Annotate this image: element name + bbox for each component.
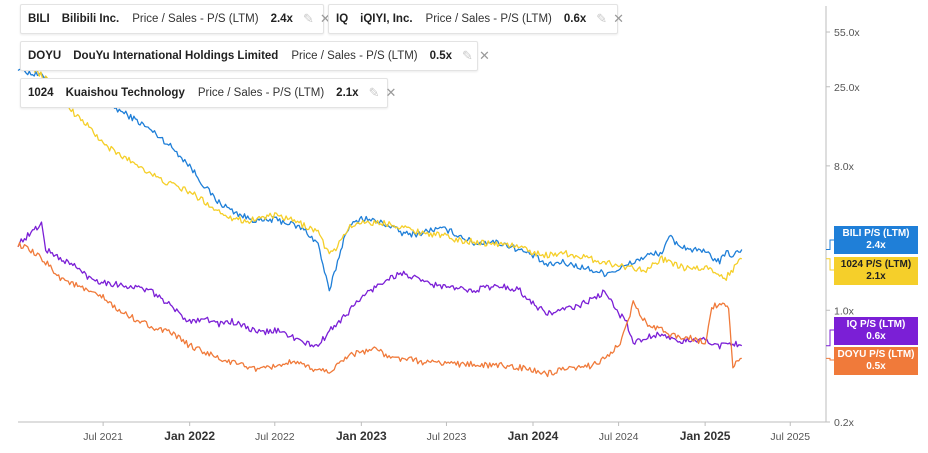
x-tick-label: Jul 2023 xyxy=(427,431,467,443)
y-tick-label: 25.0x xyxy=(834,82,860,94)
value-label-iq: IQ P/S (LTM) 0.6x xyxy=(834,317,918,345)
series-line-doyu xyxy=(17,241,742,378)
settings-icon[interactable]: ✎ xyxy=(368,85,380,100)
legend-chip-iq[interactable]: IQ iQIYI, Inc. Price / Sales - P/S (LTM)… xyxy=(328,4,624,34)
value-label-name: 1024 P/S (LTM) xyxy=(840,259,912,270)
legend-ticker: DOYU xyxy=(28,50,62,62)
x-tick-label: Jul 2021 xyxy=(83,431,123,443)
y-tick-label: 1.0x xyxy=(834,305,855,317)
y-tick-label: 8.0x xyxy=(834,161,855,173)
value-label-name: IQ P/S (LTM) xyxy=(846,319,906,330)
legend-metric: Price / Sales - P/S (LTM) xyxy=(425,13,552,25)
value-label-value: 2.1x xyxy=(866,271,886,282)
legend-value: 0.5x xyxy=(429,50,453,62)
legend-ticker: BILI xyxy=(28,13,50,25)
y-tick-label: 55.0x xyxy=(834,27,860,39)
legend-value: 2.1x xyxy=(336,87,359,99)
value-label-value: 0.6x xyxy=(866,331,886,342)
x-tick-label: Jul 2022 xyxy=(255,431,295,443)
series-line-k1024 xyxy=(33,68,742,281)
y-tick-label: 0.2x xyxy=(834,417,855,429)
legend-metric: Price / Sales - P/S (LTM) xyxy=(197,87,325,99)
legend-chip-1024[interactable]: 1024 Kuaishou Technology Price / Sales -… xyxy=(20,78,396,108)
close-icon[interactable]: ✕ xyxy=(319,11,331,26)
value-connector-iq xyxy=(826,329,834,347)
value-connector-bili xyxy=(826,239,834,250)
legend-company: Bilibili Inc. xyxy=(61,13,120,25)
legend-ticker: IQ xyxy=(336,13,349,25)
legend-value: 0.6x xyxy=(563,13,587,25)
settings-icon[interactable]: ✎ xyxy=(596,11,608,26)
legend-chip-doyu[interactable]: DOYU DouYu International Holdings Limite… xyxy=(20,41,490,71)
x-tick-label: Jul 2024 xyxy=(599,431,639,443)
legend-ticker: 1024 xyxy=(28,87,54,99)
x-tick-label: Jan 2024 xyxy=(508,429,559,443)
value-label-1024: 1024 P/S (LTM) 2.1x xyxy=(834,257,918,285)
settings-icon[interactable]: ✎ xyxy=(302,11,314,26)
value-connector-k1024 xyxy=(826,258,834,271)
close-icon[interactable]: ✕ xyxy=(478,48,490,63)
x-tick-label: Jul 2025 xyxy=(770,431,810,443)
x-tick-label: Jan 2025 xyxy=(680,429,731,443)
value-label-value: 0.5x xyxy=(866,361,886,372)
settings-icon[interactable]: ✎ xyxy=(462,48,473,63)
legend-chip-bili[interactable]: BILI Bilibili Inc. Price / Sales - P/S (… xyxy=(20,4,331,34)
value-label-name: DOYU P/S (LTM) xyxy=(837,349,915,360)
value-label-bili: BILI P/S (LTM) 2.4x xyxy=(834,226,918,254)
value-label-name: BILI P/S (LTM) xyxy=(842,228,910,239)
legend-metric: Price / Sales - P/S (LTM) xyxy=(291,50,418,62)
value-label-doyu: DOYU P/S (LTM) 0.5x xyxy=(834,347,918,375)
series-line-iq xyxy=(17,221,743,350)
value-connector-doyu xyxy=(826,357,834,361)
x-tick-label: Jan 2023 xyxy=(336,429,387,443)
legend-metric: Price / Sales - P/S (LTM) xyxy=(132,13,259,25)
close-icon[interactable]: ✕ xyxy=(385,85,397,100)
value-label-value: 2.4x xyxy=(866,240,886,251)
legend-value: 2.4x xyxy=(270,13,293,25)
legend-company: iQIYI, Inc. xyxy=(360,13,413,25)
close-icon[interactable]: ✕ xyxy=(613,11,625,26)
x-tick-label: Jan 2022 xyxy=(164,429,215,443)
legend-company: Kuaishou Technology xyxy=(65,87,185,99)
legend-company: DouYu International Holdings Limited xyxy=(73,50,279,62)
